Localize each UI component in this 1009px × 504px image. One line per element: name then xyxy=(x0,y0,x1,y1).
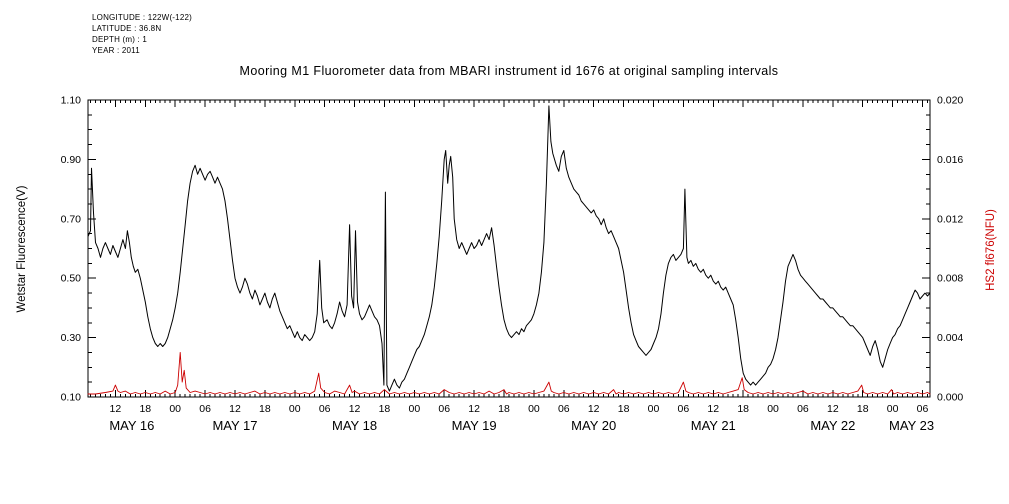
svg-text:18: 18 xyxy=(139,403,151,415)
meta-year: YEAR : 2011 xyxy=(92,46,140,55)
meta-longitude: LONGITUDE : 122W(-122) xyxy=(92,13,192,22)
metadata-block: LONGITUDE : 122W(-122) LATITUDE : 36.8N … xyxy=(92,12,192,56)
svg-text:12: 12 xyxy=(110,403,122,415)
svg-text:00: 00 xyxy=(528,403,540,415)
svg-text:12: 12 xyxy=(588,403,600,415)
svg-text:12: 12 xyxy=(349,403,361,415)
svg-text:0.008: 0.008 xyxy=(937,273,963,285)
meta-depth: DEPTH (m) : 1 xyxy=(92,35,148,44)
svg-text:00: 00 xyxy=(408,403,420,415)
svg-text:18: 18 xyxy=(737,403,749,415)
svg-text:18: 18 xyxy=(259,403,271,415)
svg-text:0.004: 0.004 xyxy=(937,332,963,344)
svg-text:12: 12 xyxy=(229,403,241,415)
svg-text:12: 12 xyxy=(707,403,719,415)
svg-text:0.70: 0.70 xyxy=(61,213,82,225)
svg-text:0.016: 0.016 xyxy=(937,154,963,166)
svg-text:MAY 22: MAY 22 xyxy=(810,418,855,433)
svg-text:MAY 18: MAY 18 xyxy=(332,418,377,433)
svg-text:MAY 17: MAY 17 xyxy=(212,418,257,433)
svg-text:00: 00 xyxy=(887,403,899,415)
svg-text:MAY 19: MAY 19 xyxy=(452,418,497,433)
svg-text:18: 18 xyxy=(379,403,391,415)
svg-text:MAY 16: MAY 16 xyxy=(109,418,154,433)
svg-text:0.50: 0.50 xyxy=(61,273,82,285)
svg-text:MAY 20: MAY 20 xyxy=(571,418,616,433)
svg-text:18: 18 xyxy=(618,403,630,415)
svg-text:18: 18 xyxy=(857,403,869,415)
svg-text:00: 00 xyxy=(767,403,779,415)
svg-text:06: 06 xyxy=(678,403,690,415)
svg-text:00: 00 xyxy=(648,403,660,415)
svg-text:06: 06 xyxy=(319,403,331,415)
svg-text:MAY 21: MAY 21 xyxy=(691,418,736,433)
svg-text:12: 12 xyxy=(468,403,480,415)
svg-text:00: 00 xyxy=(289,403,301,415)
chart-title: Mooring M1 Fluorometer data from MBARI i… xyxy=(239,64,779,78)
svg-text:0.90: 0.90 xyxy=(61,154,82,166)
svg-text:1.10: 1.10 xyxy=(61,95,82,107)
svg-text:06: 06 xyxy=(917,403,929,415)
svg-text:06: 06 xyxy=(438,403,450,415)
meta-latitude: LATITUDE : 36.8N xyxy=(92,24,162,33)
svg-text:00: 00 xyxy=(169,403,181,415)
svg-text:06: 06 xyxy=(199,403,211,415)
svg-text:0.020: 0.020 xyxy=(937,95,963,107)
svg-text:0.10: 0.10 xyxy=(61,392,82,404)
svg-text:06: 06 xyxy=(797,403,809,415)
svg-text:0.30: 0.30 xyxy=(61,332,82,344)
svg-text:0.000: 0.000 xyxy=(937,392,963,404)
svg-text:0.012: 0.012 xyxy=(937,213,963,225)
svg-text:06: 06 xyxy=(558,403,570,415)
svg-text:18: 18 xyxy=(498,403,510,415)
svg-text:12: 12 xyxy=(827,403,839,415)
svg-text:MAY 23: MAY 23 xyxy=(889,418,934,433)
